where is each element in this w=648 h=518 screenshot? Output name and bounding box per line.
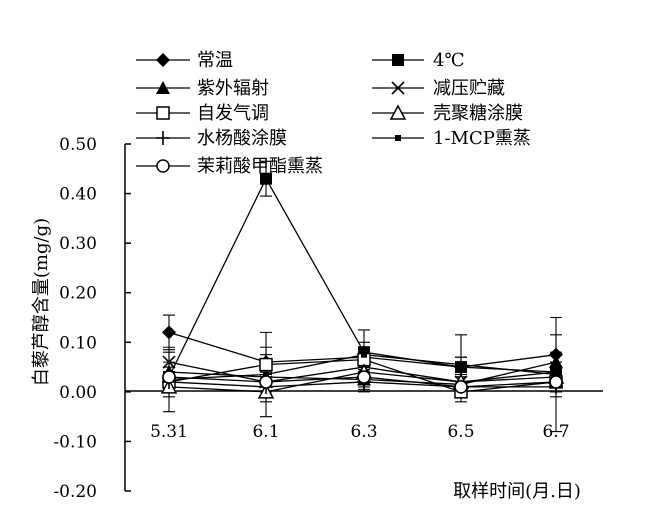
legend-marker (156, 106, 170, 120)
x-ticks: 5.31 6.1 6.3 6.5 6.7 (150, 385, 570, 442)
y-tick-label: -0.10 (53, 432, 97, 452)
legend-item: 常温 (136, 50, 233, 71)
legend-label: 4℃ (433, 50, 465, 71)
x-tick-label: 6.1 (252, 422, 279, 442)
data-point (162, 355, 176, 369)
data-point (549, 375, 563, 389)
legend-item: 减压贮藏 (372, 78, 505, 99)
y-tick-label: 0.30 (59, 234, 97, 254)
data-point (260, 172, 272, 185)
x-tick-label: 6.5 (447, 422, 474, 442)
legend-marker (391, 81, 405, 95)
legend-marker (156, 53, 170, 67)
data-point (162, 325, 176, 340)
legend-item: 壳聚糖涂膜 (372, 103, 523, 124)
y-tick-label: -0.20 (53, 482, 97, 502)
data-point (259, 357, 273, 372)
legend-item: 自发气调 (136, 103, 269, 124)
legend-marker (156, 131, 170, 145)
data-point (553, 371, 559, 378)
x-axis-title: 取样时间(月.日) (453, 481, 581, 502)
legend-item: 1-MCP熏蒸 (372, 128, 531, 149)
y-ticks: 0.50 0.40 0.30 0.20 0.10 0.00 -0.10 -0.20 (53, 135, 131, 502)
y-tick-label: 0.40 (59, 185, 97, 205)
legend-label: 紫外辐射 (197, 78, 269, 99)
x-tick-label: 6.3 (350, 422, 377, 442)
legend-label: 1-MCP熏蒸 (433, 128, 531, 149)
legend-marker (395, 135, 401, 141)
data-point (361, 351, 367, 358)
legend-item: 紫外辐射 (136, 78, 269, 99)
legend-label: 壳聚糖涂膜 (433, 103, 523, 124)
legend-marker (389, 104, 407, 120)
y-tick-label: 0.10 (59, 333, 97, 353)
data-point (549, 355, 563, 369)
data-point (357, 370, 371, 384)
data-point (263, 371, 269, 378)
legend-item: 茉莉酸甲酯熏蒸 (136, 156, 323, 177)
y-tick-label: 0.50 (59, 135, 97, 155)
legend-label: 自发气调 (197, 103, 269, 124)
y-tick-label: 0.20 (59, 284, 97, 304)
legend-label: 减压贮藏 (433, 78, 505, 99)
legend-marker (156, 81, 170, 94)
data-point (549, 347, 563, 362)
x-tick-label: 5.31 (150, 422, 188, 442)
legend-item: 4℃ (372, 50, 465, 71)
legend-marker (392, 54, 404, 66)
data-point (162, 370, 176, 384)
legend-label: 常温 (197, 50, 233, 71)
legend-marker (156, 159, 170, 173)
data-point (454, 380, 468, 394)
y-tick-label: 0.00 (59, 383, 97, 403)
data-point (458, 361, 464, 368)
legend-label: 水杨酸涂膜 (197, 128, 287, 149)
legend-label: 茉莉酸甲酯熏蒸 (197, 156, 323, 177)
data-point (259, 375, 273, 389)
y-axis-title: 白藜芦醇含量(mg/g) (31, 218, 52, 386)
legend-item: 水杨酸涂膜 (136, 128, 287, 149)
series-markers (160, 172, 565, 399)
